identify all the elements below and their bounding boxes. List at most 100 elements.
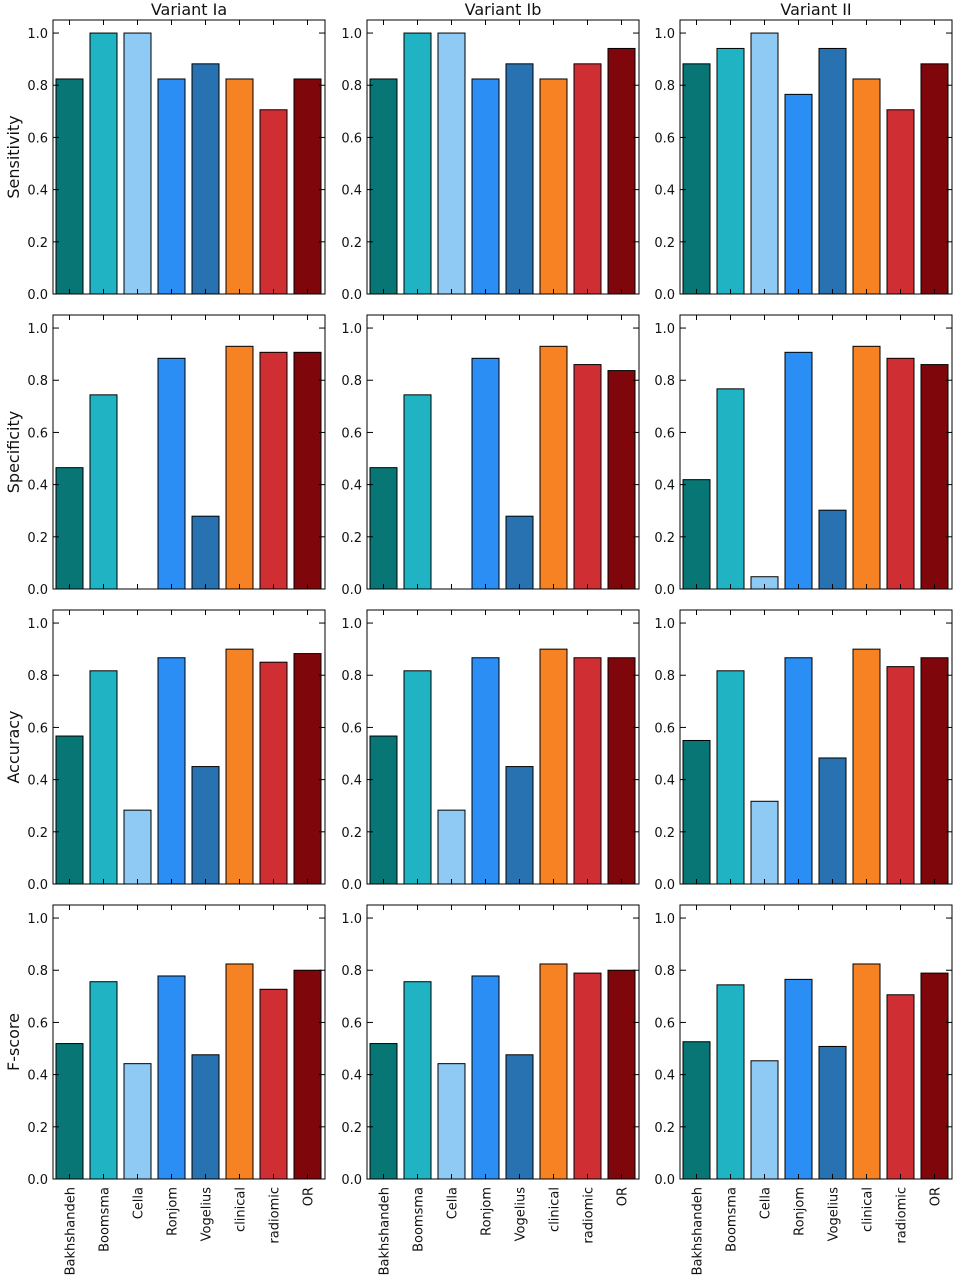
category-label: OR: [302, 1187, 317, 1206]
bar-vogelius: [818, 509, 847, 590]
category-label: Ronjom: [166, 1187, 181, 1236]
bar-boomsma: [403, 394, 432, 590]
row-label: Sensitivity: [4, 115, 23, 198]
y-tick-label: 0.8: [27, 964, 48, 979]
y-tick-label: 0.6: [341, 131, 362, 146]
bar-vogelius: [818, 1045, 847, 1180]
bar-bakhshandeh: [55, 78, 84, 295]
bar-clinical: [225, 78, 254, 295]
column-title: Variant Ia: [151, 0, 227, 19]
bar-or: [607, 370, 636, 590]
panel-frame: [366, 904, 640, 1180]
bar-cella: [437, 809, 466, 885]
y-tick-label: 0.8: [654, 79, 675, 94]
bar-ronjom: [157, 357, 186, 590]
y-tick-label: 0.8: [27, 374, 48, 389]
y-tick-label: 0.8: [654, 374, 675, 389]
bar-ronjom: [471, 357, 500, 590]
panel-frame: [366, 609, 640, 885]
bar-or: [920, 364, 949, 590]
bar-clinical: [852, 648, 881, 885]
bar-or: [607, 657, 636, 885]
y-tick-label: 0.6: [654, 1016, 675, 1031]
bar-radiomic: [259, 109, 288, 295]
bar-clinical: [225, 648, 254, 885]
bar-clinical: [539, 345, 568, 590]
y-tick-label: 1.0: [654, 27, 675, 42]
bar-or: [607, 47, 636, 295]
bar-ronjom: [157, 657, 186, 885]
bar-or: [607, 969, 636, 1180]
y-tick-label: 0.6: [27, 1016, 48, 1031]
y-tick-label: 0.0: [654, 288, 675, 303]
y-tick-label: 0.4: [341, 184, 362, 199]
y-tick-label: 0.4: [341, 774, 362, 789]
y-tick-label: 0.6: [654, 426, 675, 441]
category-label: Boomsma: [412, 1187, 427, 1252]
category-label: clinical: [234, 1187, 249, 1232]
bar-bakhshandeh: [369, 1043, 398, 1180]
bar-boomsma: [716, 388, 745, 590]
bar-boomsma: [716, 47, 745, 295]
bar-boomsma: [716, 670, 745, 885]
bar-vogelius: [505, 766, 534, 885]
bar-radiomic: [886, 666, 915, 885]
y-tick-label: 0.2: [27, 1121, 48, 1136]
category-label: Vogelius: [200, 1187, 215, 1242]
bar-bakhshandeh: [55, 467, 84, 590]
y-tick-label: 0.0: [654, 1173, 675, 1188]
panel-frame: [52, 904, 326, 1180]
category-label: radiomic: [895, 1187, 910, 1244]
bar-cella: [123, 809, 152, 885]
y-tick-label: 0.8: [341, 374, 362, 389]
bar-radiomic: [259, 988, 288, 1180]
y-tick-label: 0.4: [654, 479, 675, 494]
bar-bakhshandeh: [55, 1043, 84, 1180]
bar-radiomic: [886, 994, 915, 1180]
bar-clinical: [539, 963, 568, 1180]
y-tick-label: 1.0: [341, 322, 362, 337]
bar-bakhshandeh: [369, 467, 398, 590]
bar-bakhshandeh: [682, 63, 711, 295]
category-label: Cella: [446, 1187, 461, 1219]
category-label: radiomic: [268, 1187, 283, 1244]
category-label: Cella: [132, 1187, 147, 1219]
category-label: Bakhshandeh: [64, 1187, 79, 1275]
y-tick-label: 0.8: [341, 669, 362, 684]
y-tick-label: 0.2: [654, 531, 675, 546]
bar-bakhshandeh: [55, 735, 84, 885]
bar-vogelius: [818, 757, 847, 885]
bar-ronjom: [157, 78, 186, 295]
bar-or: [293, 351, 322, 590]
y-tick-label: 1.0: [341, 27, 362, 42]
bar-boomsma: [403, 670, 432, 885]
panel-frame: [679, 609, 953, 885]
y-tick-label: 0.2: [27, 826, 48, 841]
bar-cella: [123, 1063, 152, 1180]
y-tick-label: 0.6: [654, 131, 675, 146]
y-tick-label: 0.0: [27, 878, 48, 893]
y-tick-label: 0.2: [27, 236, 48, 251]
row-label: F-score: [4, 1013, 23, 1071]
category-label: clinical: [861, 1187, 876, 1232]
y-tick-label: 1.0: [654, 912, 675, 927]
bar-radiomic: [573, 657, 602, 885]
y-tick-label: 0.0: [341, 288, 362, 303]
y-tick-label: 0.2: [341, 1121, 362, 1136]
bar-ronjom: [157, 975, 186, 1180]
y-tick-label: 0.4: [654, 184, 675, 199]
panel-frame: [52, 314, 326, 590]
y-tick-label: 0.0: [27, 583, 48, 598]
bar-ronjom: [471, 657, 500, 885]
column-title: Variant Ib: [465, 0, 542, 19]
bar-cella: [750, 1060, 779, 1180]
bar-radiomic: [886, 109, 915, 295]
panel-frame: [366, 314, 640, 590]
bar-clinical: [852, 78, 881, 295]
category-label: Cella: [759, 1187, 774, 1219]
bar-or: [920, 972, 949, 1180]
bar-clinical: [539, 78, 568, 295]
y-tick-label: 0.2: [654, 826, 675, 841]
category-label: Ronjom: [793, 1187, 808, 1236]
